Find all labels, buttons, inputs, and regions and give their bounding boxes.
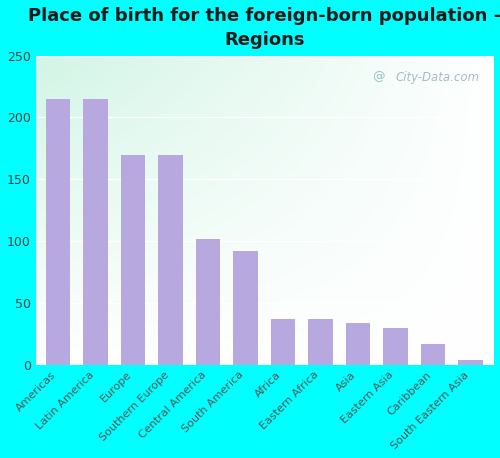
Bar	[308, 319, 333, 365]
Bar	[421, 344, 446, 365]
Bar	[346, 323, 370, 365]
Bar	[84, 99, 108, 365]
Title: Place of birth for the foreign-born population -
Regions: Place of birth for the foreign-born popu…	[28, 7, 500, 49]
Bar	[458, 360, 482, 365]
Bar	[46, 99, 70, 365]
Bar	[196, 239, 220, 365]
Bar	[121, 154, 146, 365]
Bar	[384, 327, 408, 365]
Text: @: @	[372, 70, 384, 82]
Bar	[271, 319, 295, 365]
Bar	[158, 154, 183, 365]
Text: City-Data.com: City-Data.com	[395, 71, 479, 84]
Bar	[234, 251, 258, 365]
